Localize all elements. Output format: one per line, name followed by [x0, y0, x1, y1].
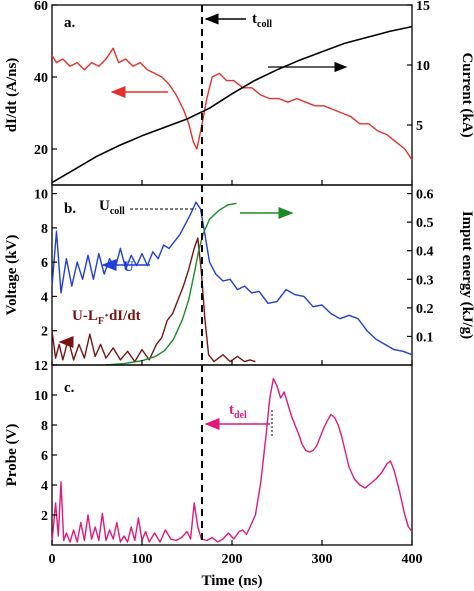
- panel-a-series-1-line: [51, 25, 413, 184]
- panel-a-ticks: 20 40 60 5 10 15: [34, 0, 430, 185]
- panel-c-ylabel-left: Probe (V): [4, 424, 20, 487]
- panel-b-ytick-label-right-2: 0.3: [416, 273, 434, 288]
- panel-b-ytick-label-left-0: 2: [41, 325, 48, 340]
- panel-c-label: c.: [64, 380, 75, 396]
- panel-b-series: [51, 201, 413, 366]
- u-label: U: [123, 259, 134, 275]
- panel-a-ylabel-right: Current (kA): [459, 52, 474, 137]
- panel-b-ytick-label-right-0: 0.1: [416, 330, 434, 345]
- panel-c-series-0-line: [51, 377, 413, 543]
- panel-a-series: [51, 25, 413, 184]
- panel-a-ytick-label-left-0: 20: [34, 143, 48, 158]
- panel-b-ytick-label-left-3: 8: [41, 222, 48, 237]
- panel-a-ytick-label-left-1: 40: [34, 71, 48, 86]
- panel-c-ytick-label-left-5: 12: [34, 359, 48, 374]
- ul-main: U-L: [72, 308, 98, 324]
- panel-b-ytick-label-right-1: 0.2: [416, 302, 434, 317]
- panel-b: 2 4 6 8 10 0.1 0.2 0.3 0.4 0.5 0.6 b. Ucoll U U-LF…: [4, 184, 474, 366]
- panel-b-series-1-line: [51, 237, 256, 363]
- ul-tail: ·dI/dt: [104, 308, 141, 324]
- ul-label: U-LF·dI/dt: [72, 308, 141, 327]
- panel-b-ytick-label-right-4: 0.5: [416, 216, 434, 231]
- tcoll-label: tcoll: [252, 11, 272, 30]
- panel-a-ylabel-left: dI/dt (A/ns): [4, 58, 20, 133]
- tdel-main: t: [229, 402, 234, 418]
- panel-a-ytick-label-left-2: 60: [34, 0, 48, 14]
- panel-c-ticks: 2 4 6 8 10 12 0 100 200 300 400: [34, 359, 423, 567]
- ul-sub: F: [98, 316, 104, 327]
- panel-b-series-2-line: [105, 202, 237, 366]
- panel-b-ytick-label-left-4: 10: [34, 188, 48, 203]
- panel-c-ytick-label-left-2: 6: [41, 449, 48, 464]
- ucoll-main: U: [99, 198, 110, 214]
- x-tick-label-0: 0: [49, 552, 56, 567]
- panel-b-label: b.: [64, 201, 76, 217]
- panel-b-ytick-label-right-5: 0.6: [416, 188, 434, 203]
- x-tick-label-4: 400: [402, 552, 423, 567]
- ucoll-sub: coll: [110, 206, 125, 217]
- x-tick-label-1: 100: [132, 552, 153, 567]
- panel-a-frame: [51, 4, 413, 186]
- tdel-sub: del: [234, 410, 247, 421]
- panel-b-ylabel-left: Voltage (kV): [4, 235, 20, 316]
- panel-c-ytick-label-left-3: 8: [41, 419, 48, 434]
- panel-c-series: [51, 377, 413, 543]
- x-tick-label-2: 200: [222, 552, 243, 567]
- panel-b-ticks: 2 4 6 8 10 0.1 0.2 0.3 0.4 0.5 0.6: [34, 188, 434, 365]
- panel-c-ytick-label-left-0: 2: [41, 509, 48, 524]
- tcoll-sub: coll: [257, 19, 272, 30]
- panel-a-ytick-label-right-2: 15: [416, 0, 430, 14]
- panel-a: 20 40 60 5 10 15 a. tcoll dI/dt (A/ns) Curren…: [4, 0, 474, 186]
- panel-a-series-0-line: [51, 47, 413, 161]
- panel-b-ytick-label-left-1: 4: [41, 290, 48, 305]
- panel-b-series-0-line: [51, 201, 413, 356]
- panel-b-ylabel-right: Imput energy (kJ/g): [459, 211, 474, 339]
- panel-c-ytick-label-left-4: 10: [34, 389, 48, 404]
- ucoll-label: Ucoll: [99, 198, 125, 217]
- panel-c-frame: [51, 364, 413, 546]
- panel-a-ytick-label-right-1: 10: [416, 59, 430, 74]
- x-axis-label: Time (ns): [202, 573, 263, 589]
- tcoll-main: t: [252, 11, 257, 27]
- panel-c-ytick-label-left-1: 4: [41, 479, 48, 494]
- x-tick-label-3: 300: [312, 552, 333, 567]
- panel-a-ytick-label-right-0: 5: [416, 119, 423, 134]
- tdel-label: tdel: [229, 402, 247, 421]
- panel-b-ytick-label-right-3: 0.4: [416, 245, 434, 260]
- panel-a-label: a.: [64, 15, 76, 31]
- panel-b-ytick-label-left-2: 6: [41, 256, 48, 271]
